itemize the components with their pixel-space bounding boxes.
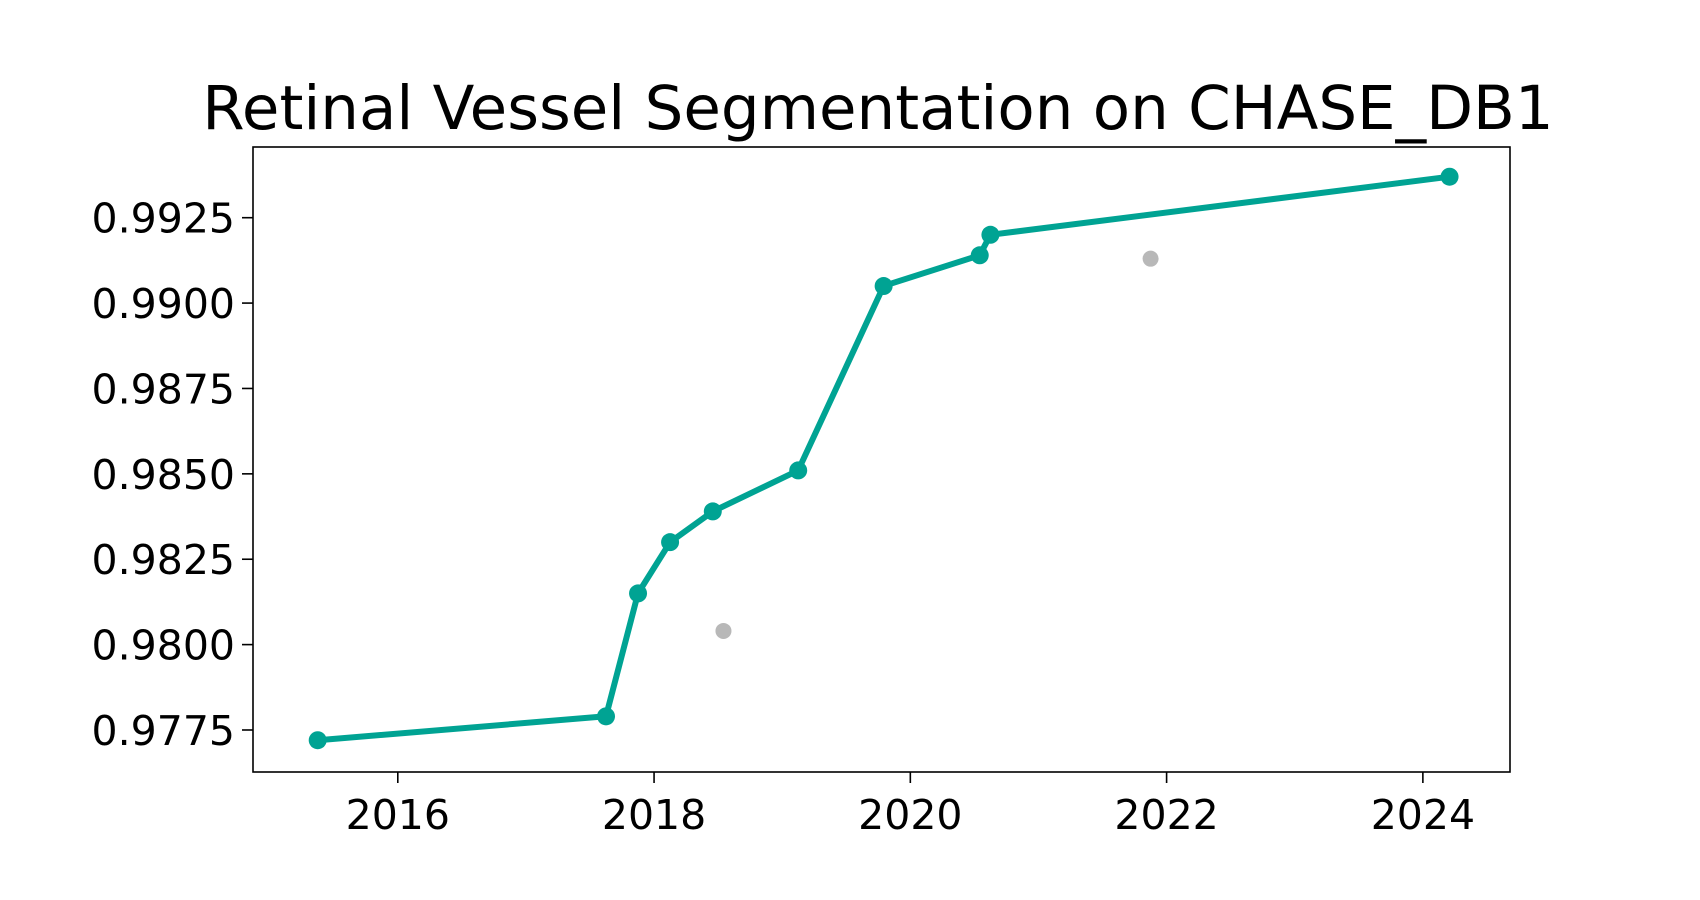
y-tick-label: 0.9825: [92, 536, 235, 584]
x-tick-label: 2022: [1114, 791, 1218, 839]
sota-point: [981, 225, 1000, 244]
x-axis: 2016 2018 2020 2022 2024: [346, 772, 1475, 839]
sota-point: [1440, 167, 1459, 186]
sota-point: [629, 584, 648, 603]
x-tick-label: 2024: [1371, 791, 1475, 839]
y-tick-label: 0.9875: [92, 365, 235, 413]
sota-point: [789, 461, 808, 480]
sota-point: [661, 533, 680, 552]
sota-point: [308, 731, 327, 750]
plot-area-frame: [252, 146, 1511, 773]
sota-line: [314, 173, 1453, 744]
y-tick-label: 0.9925: [92, 195, 235, 243]
y-tick-label: 0.9900: [92, 280, 235, 328]
sota-point: [703, 502, 722, 521]
y-tick-label: 0.9775: [92, 707, 235, 755]
sota-point: [874, 277, 893, 296]
other-point: [1142, 250, 1159, 267]
x-tick-label: 2018: [602, 791, 706, 839]
x-tick-label: 2016: [346, 791, 450, 839]
other-point: [715, 622, 732, 639]
y-tick-label: 0.9800: [92, 622, 235, 670]
y-tick-label: 0.9850: [92, 451, 235, 499]
sota-point: [970, 246, 989, 265]
x-tick-label: 2020: [858, 791, 962, 839]
plot-series: [308, 167, 1459, 750]
sota-point: [597, 707, 616, 726]
chart-title: Retinal Vessel Segmentation on CHASE_DB1: [202, 73, 1553, 144]
y-axis: 0.9775 0.9800 0.9825 0.9850 0.9875 0.9900 0.99…: [92, 195, 253, 755]
